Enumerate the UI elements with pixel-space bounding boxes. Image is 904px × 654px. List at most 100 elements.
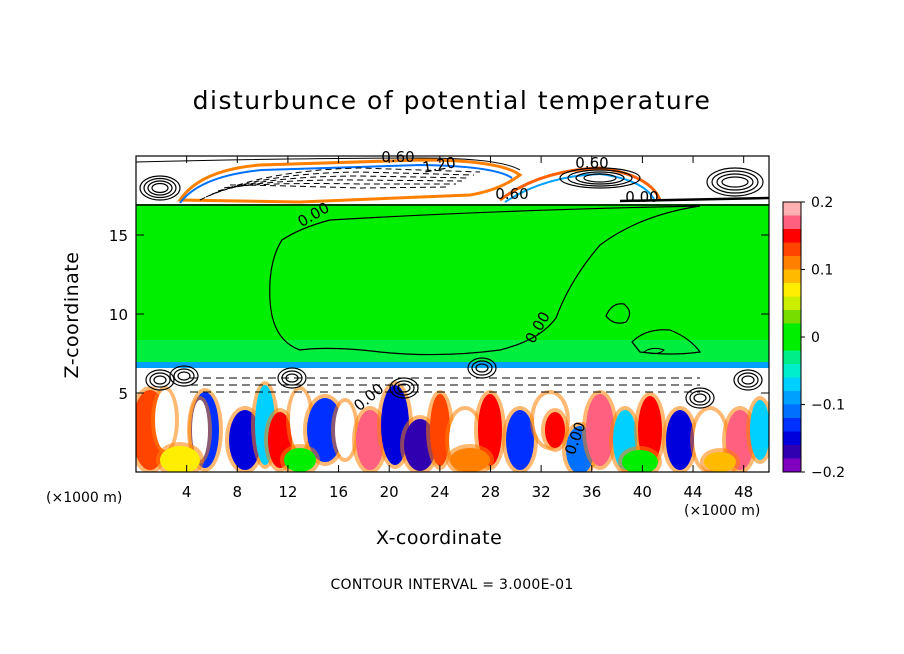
colorbar-label: −0.2 <box>811 465 845 481</box>
y-tick-label: 15 <box>109 227 128 245</box>
cell-contour <box>733 369 763 391</box>
cell-contour <box>741 375 755 385</box>
colorbar-label: 0 <box>811 330 820 346</box>
solid-contour <box>143 177 177 199</box>
dashed-contour <box>217 179 463 192</box>
colorbar-swatch <box>783 431 801 446</box>
cell-contour <box>149 372 171 388</box>
cell-contour <box>467 357 497 379</box>
transition-band <box>136 340 769 366</box>
colorbar-swatch <box>783 377 801 392</box>
contour-label: 0.60 <box>495 185 528 203</box>
cell-contour <box>397 383 411 393</box>
x-ticks: 4 8 12 16 20 24 28 32 36 40 44 48 <box>182 156 753 501</box>
colorbar-swatch <box>783 296 801 311</box>
cell-core <box>586 394 614 466</box>
colorbar-swatch <box>783 215 801 230</box>
colorbar: 0.2 0.1 0 −0.1 −0.2 <box>782 195 845 481</box>
colorbar-swatch <box>783 404 801 419</box>
colorbar-swatch <box>783 229 801 243</box>
y-tick-label: 10 <box>109 306 128 324</box>
y-axis-label: Z-coordinate <box>61 251 83 379</box>
cell-contour <box>145 369 175 391</box>
dashed-contour <box>229 184 451 189</box>
colorbar-label: 0.1 <box>811 263 833 279</box>
dashed-contour <box>199 167 481 201</box>
solid-contour <box>583 173 617 183</box>
colorbar-swatch <box>783 310 801 324</box>
cell-contour <box>689 390 711 406</box>
cell-contour <box>153 375 167 385</box>
solid-contour <box>559 167 641 189</box>
colorbar-swatch <box>783 364 801 378</box>
field-layer <box>136 156 769 472</box>
colorbar-swatch <box>783 337 801 351</box>
upper-edge-orange <box>177 158 523 204</box>
colorbar-swatch <box>783 445 801 459</box>
colorbar-swatch <box>783 350 801 365</box>
colorbar-swatch <box>783 458 801 473</box>
cell-contour <box>685 387 715 409</box>
colorbar-swatch <box>783 391 801 405</box>
solid-contour <box>716 173 754 191</box>
solid-contour <box>721 176 749 188</box>
solid-contour <box>151 182 169 194</box>
solid-contour <box>711 170 759 194</box>
solid-contour <box>139 175 181 201</box>
x-axis-label: X-coordinate <box>376 527 503 549</box>
contour-label: 0.60 <box>575 154 608 172</box>
cell-contour <box>475 363 489 373</box>
x-tick-label: 44 <box>683 483 702 501</box>
cell-core <box>750 400 769 460</box>
cell-core <box>545 412 565 448</box>
convective-cells <box>136 381 769 472</box>
colorbar-swatch <box>783 242 801 257</box>
upper-contours <box>136 157 769 203</box>
cell-core <box>430 394 450 466</box>
cell-core <box>450 448 490 472</box>
x-tick-label: 28 <box>481 483 500 501</box>
thick-contour <box>619 196 769 203</box>
x-tick-label: 24 <box>430 483 449 501</box>
lower-contours <box>145 357 763 409</box>
cell-contour <box>393 380 415 396</box>
cell-contour <box>277 367 307 389</box>
y-tick-label: 5 <box>118 385 128 403</box>
colorbar-label: −0.1 <box>811 398 845 414</box>
contour-label: 1.20 <box>421 153 457 177</box>
solid-contour <box>706 167 764 197</box>
cell-contour <box>471 360 493 376</box>
cell-core <box>192 400 208 460</box>
cell-core <box>666 410 694 470</box>
solid-contour <box>567 169 633 187</box>
contour-label: 0.00 <box>625 188 658 206</box>
x-tick-label: 20 <box>380 483 399 501</box>
cell-core <box>160 446 200 472</box>
x-unit-left: (×1000 m) <box>46 490 123 506</box>
y-ticks: 5 10 15 <box>109 227 769 403</box>
cell-core <box>704 452 736 472</box>
solid-contour <box>147 180 173 196</box>
cell-core <box>284 448 316 472</box>
x-tick-label: 12 <box>278 483 297 501</box>
neutral-band <box>136 204 769 366</box>
cell-contour <box>389 377 419 399</box>
cell-contour <box>281 370 303 386</box>
cell-contour <box>169 365 199 387</box>
zero-contour-small1 <box>605 303 631 324</box>
cell-core <box>622 450 658 472</box>
colorbar-swatch <box>783 283 801 297</box>
colorbar-swatch <box>783 418 801 432</box>
x-tick-label: 32 <box>532 483 551 501</box>
chart-title: disturbunce of potential temperature <box>192 86 712 115</box>
cell-core <box>155 390 175 450</box>
zero-contour-small2 <box>631 329 702 355</box>
x-unit-right: (×1000 m) <box>684 503 761 519</box>
cell-core <box>335 402 355 458</box>
colorbar-swatch <box>783 202 801 216</box>
dashed-contour <box>205 171 475 198</box>
upper-edge-blue <box>179 163 513 204</box>
colorbar-swatch <box>783 256 801 270</box>
